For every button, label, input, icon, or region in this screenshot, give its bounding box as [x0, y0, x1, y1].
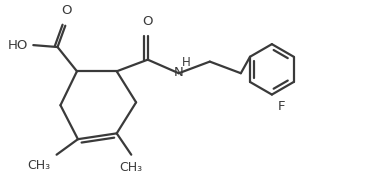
Text: HO: HO [8, 39, 28, 52]
Text: H: H [182, 56, 190, 69]
Text: CH₃: CH₃ [120, 161, 143, 175]
Text: O: O [61, 4, 71, 17]
Text: N: N [174, 66, 184, 79]
Text: F: F [278, 100, 285, 113]
Text: CH₃: CH₃ [28, 159, 51, 172]
Text: O: O [142, 15, 153, 28]
